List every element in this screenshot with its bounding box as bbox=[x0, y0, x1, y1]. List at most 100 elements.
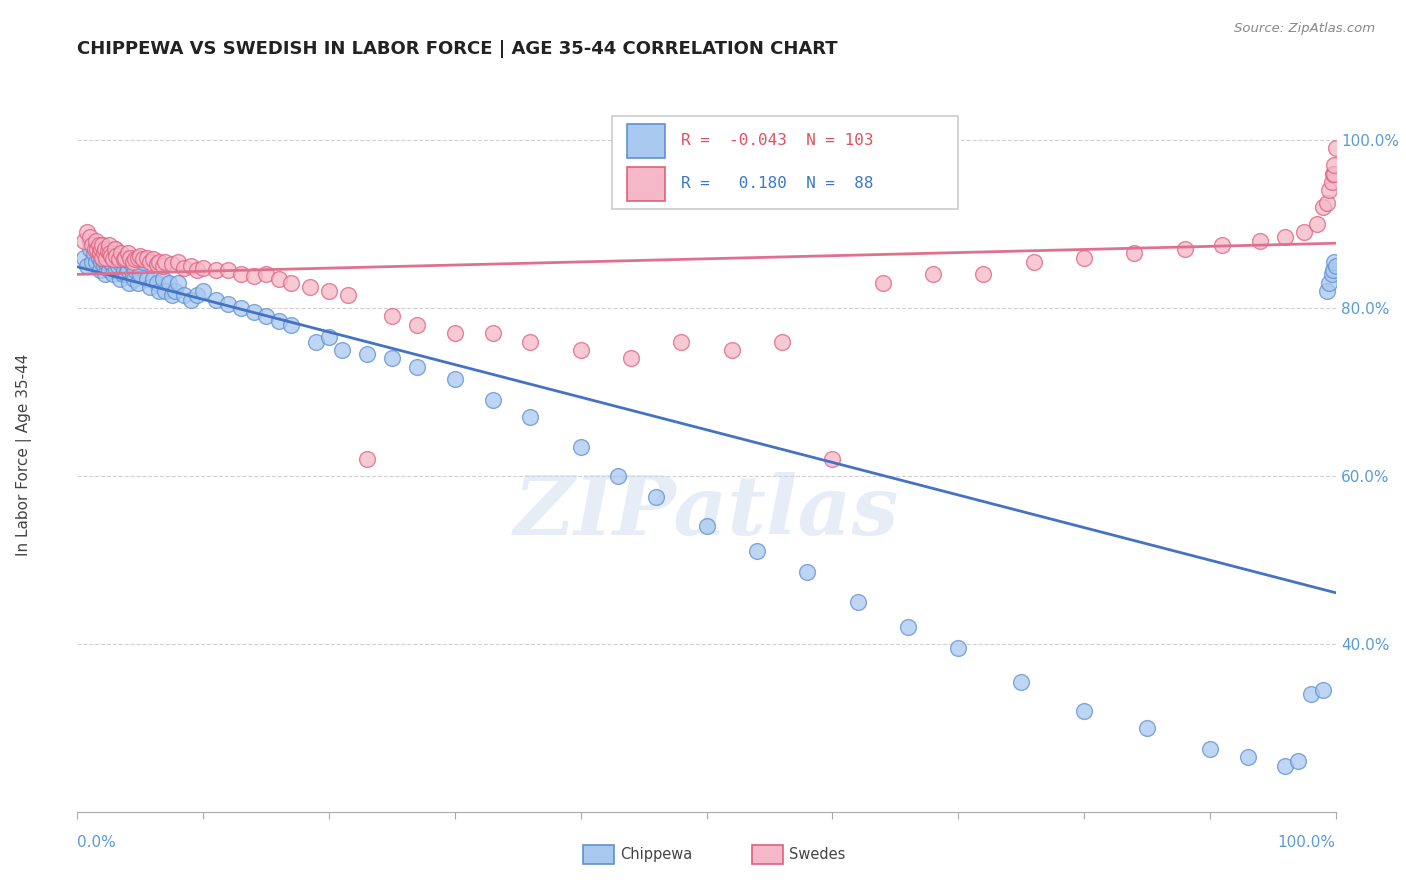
Bar bbox=[627, 124, 665, 158]
Point bbox=[114, 255, 136, 269]
Point bbox=[1274, 758, 1296, 772]
Point bbox=[1211, 238, 1233, 252]
Point bbox=[897, 620, 920, 634]
Point bbox=[117, 263, 139, 277]
Point bbox=[97, 263, 120, 277]
Point bbox=[72, 251, 94, 265]
Point bbox=[569, 440, 592, 454]
Point bbox=[1236, 750, 1258, 764]
Point bbox=[948, 640, 970, 655]
Point bbox=[1136, 721, 1159, 735]
Point bbox=[84, 242, 107, 256]
Point bbox=[142, 252, 165, 267]
Point bbox=[127, 276, 149, 290]
Point bbox=[152, 271, 174, 285]
Point bbox=[217, 263, 239, 277]
Point bbox=[132, 252, 155, 267]
Point bbox=[82, 255, 104, 269]
Point bbox=[1073, 251, 1095, 265]
Point bbox=[100, 246, 122, 260]
Point bbox=[76, 226, 98, 240]
Point bbox=[107, 259, 129, 273]
Point bbox=[242, 269, 264, 284]
Point bbox=[104, 242, 127, 256]
Point bbox=[569, 343, 592, 357]
Point bbox=[1022, 255, 1045, 269]
Point bbox=[645, 490, 668, 504]
Bar bbox=[627, 167, 665, 201]
Point bbox=[93, 259, 115, 273]
Point bbox=[98, 246, 121, 260]
Point bbox=[671, 334, 693, 349]
Point bbox=[111, 268, 134, 282]
Text: 100.0%: 100.0% bbox=[1278, 836, 1336, 850]
Point bbox=[110, 246, 132, 260]
Point bbox=[381, 351, 404, 366]
Point bbox=[519, 334, 541, 349]
Point bbox=[1320, 268, 1343, 282]
Point bbox=[82, 238, 104, 252]
Point bbox=[90, 255, 112, 269]
Point bbox=[108, 255, 131, 269]
Point bbox=[79, 229, 101, 244]
Point bbox=[160, 288, 183, 302]
Point bbox=[84, 255, 107, 269]
Point bbox=[148, 255, 170, 269]
Point bbox=[318, 330, 340, 344]
Point bbox=[229, 268, 252, 282]
Point bbox=[89, 246, 111, 260]
Point bbox=[336, 288, 359, 302]
Point bbox=[620, 351, 643, 366]
Point bbox=[105, 249, 128, 263]
Point bbox=[120, 255, 142, 269]
Point bbox=[96, 255, 118, 269]
Point bbox=[114, 251, 136, 265]
Point bbox=[1320, 175, 1343, 189]
Text: In Labor Force | Age 35-44: In Labor Force | Age 35-44 bbox=[17, 354, 32, 556]
FancyBboxPatch shape bbox=[612, 116, 959, 209]
Point bbox=[157, 276, 180, 290]
Point bbox=[280, 318, 302, 332]
Point bbox=[745, 544, 768, 558]
Point bbox=[127, 251, 149, 265]
Point bbox=[101, 252, 124, 267]
Point bbox=[180, 293, 202, 307]
Point bbox=[108, 252, 131, 267]
Point bbox=[94, 242, 117, 256]
Point bbox=[89, 242, 111, 256]
Text: 0.0%: 0.0% bbox=[77, 836, 117, 850]
Point bbox=[267, 313, 290, 327]
Point bbox=[94, 255, 117, 269]
Point bbox=[105, 263, 128, 277]
Point bbox=[191, 260, 215, 275]
Point bbox=[444, 372, 467, 386]
Point bbox=[160, 257, 183, 271]
Point bbox=[96, 244, 118, 258]
Point bbox=[204, 293, 226, 307]
Point bbox=[299, 280, 322, 294]
Point bbox=[84, 234, 107, 248]
Point bbox=[124, 263, 146, 277]
Point bbox=[254, 310, 277, 324]
Point bbox=[124, 252, 146, 267]
Point bbox=[1123, 246, 1146, 260]
Point bbox=[1323, 158, 1346, 172]
Point bbox=[96, 251, 118, 265]
Point bbox=[1274, 229, 1296, 244]
Point bbox=[1322, 263, 1344, 277]
Point bbox=[91, 251, 114, 265]
Point bbox=[155, 255, 177, 269]
Point bbox=[115, 268, 138, 282]
Point bbox=[101, 268, 124, 282]
Point bbox=[330, 343, 353, 357]
Point bbox=[142, 271, 165, 285]
Point bbox=[93, 246, 115, 260]
Point bbox=[1199, 741, 1222, 756]
Text: Source: ZipAtlas.com: Source: ZipAtlas.com bbox=[1234, 22, 1375, 36]
Point bbox=[481, 393, 503, 408]
Point bbox=[173, 260, 195, 275]
Point bbox=[186, 288, 208, 302]
Text: Swedes: Swedes bbox=[789, 847, 845, 862]
Point bbox=[607, 469, 630, 483]
Point bbox=[87, 238, 110, 252]
